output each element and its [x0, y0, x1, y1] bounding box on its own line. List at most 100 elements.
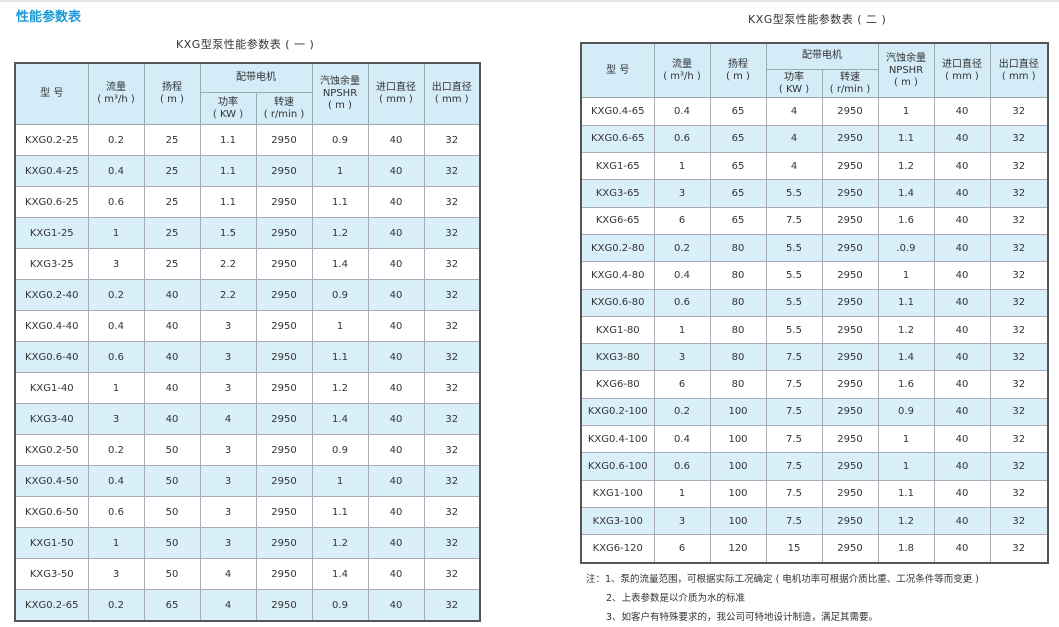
- table-cell: 0.2: [87, 279, 145, 312]
- table-cell: 2950: [255, 465, 313, 498]
- table-cell: 3: [653, 179, 711, 208]
- table-cell: KXG1-65: [580, 152, 655, 181]
- table-cell: KXG6-120: [580, 534, 655, 564]
- table-cell: 100: [709, 425, 767, 454]
- table-cell: 1.6: [877, 206, 935, 235]
- table-cell: 7.5: [765, 452, 823, 481]
- table-cell: 40: [367, 589, 425, 622]
- table-cell: 40: [933, 206, 991, 235]
- table-row: KXG3-50 3 50 4 2950 1.4 40 32: [14, 558, 481, 591]
- table-cell: 40: [933, 152, 991, 181]
- table-cell: KXG1-100: [580, 479, 655, 508]
- table-cell: KXG3-40: [14, 403, 89, 436]
- table-cell: 40: [367, 217, 425, 250]
- table-cell: 5.5: [765, 288, 823, 317]
- table-cell: KXG0.2-25: [14, 124, 89, 157]
- table-cell: 32: [423, 558, 481, 591]
- table-cell: 1: [311, 310, 369, 343]
- table-cell: 4: [199, 558, 257, 591]
- table-cell: 1.1: [311, 496, 369, 529]
- top-divider: [0, 0, 1059, 2]
- table-cell: KXG0.4-50: [14, 465, 89, 498]
- performance-table-1: 型 号 流量( m³/h ) 扬程( m ) 配带电机 汽蚀余量 NPSHR( m…: [14, 62, 481, 623]
- table-cell: 65: [709, 124, 767, 154]
- table-cell: 80: [709, 288, 767, 317]
- table-cell: 0.4: [653, 425, 711, 454]
- table-cell: 32: [989, 179, 1049, 208]
- table-cell: 120: [709, 534, 767, 564]
- table-cell: 2950: [255, 496, 313, 529]
- note-3: 3、如客户有特殊要求的，我公司可特地设计制造，满足其需要。: [606, 612, 879, 623]
- performance-table-2: 型 号 流量( m³/h ) 扬程( m ) 配带电机 汽蚀余量 NPSHR( m…: [580, 42, 1049, 564]
- table-cell: 2950: [821, 534, 879, 564]
- table-cell: 1: [87, 527, 145, 560]
- table-cell: 32: [989, 343, 1049, 372]
- table-cell: KXG0.2-50: [14, 434, 89, 467]
- table-cell: 40: [143, 310, 201, 343]
- header-model: 型 号: [14, 62, 89, 126]
- table-cell: 2950: [821, 315, 879, 345]
- table-cell: KXG0.6-50: [14, 496, 89, 529]
- table-cell: 65: [143, 589, 201, 622]
- table-cell: 32: [423, 279, 481, 312]
- table-cell: KXG0.6-80: [580, 288, 655, 317]
- header-power: 功率( KW ): [765, 68, 823, 99]
- table-cell: 40: [933, 97, 991, 126]
- table-cell: KXG0.2-40: [14, 279, 89, 312]
- table-cell: KXG0.4-100: [580, 425, 655, 454]
- table-row: KXG3-25 3 25 2.2 2950 1.4 40 32: [14, 248, 481, 281]
- table-cell: 0.4: [87, 465, 145, 498]
- table-cell: 3: [199, 496, 257, 529]
- table-cell: 50: [143, 496, 201, 529]
- table-cell: 1.2: [311, 217, 369, 250]
- table-cell: 1.5: [199, 217, 257, 250]
- table-cell: 40: [143, 403, 201, 436]
- table-row: KXG0.2-65 0.2 65 4 2950 0.9 40 32: [14, 589, 481, 622]
- table-cell: 32: [423, 186, 481, 219]
- table-cell: 1: [877, 452, 935, 481]
- header-outlet: 出口直径( mm ): [989, 42, 1049, 99]
- table-cell: 40: [367, 341, 425, 374]
- table-cell: 40: [933, 288, 991, 317]
- table-cell: 2950: [821, 152, 879, 181]
- table-cell: 7.5: [765, 479, 823, 508]
- table-cell: 2950: [255, 434, 313, 467]
- table-cell: 2950: [821, 261, 879, 290]
- table-cell: 6: [653, 534, 711, 564]
- table-cell: 2950: [821, 233, 879, 263]
- table-cell: 40: [367, 465, 425, 498]
- table-cell: 3: [199, 341, 257, 374]
- table-cell: 40: [367, 124, 425, 157]
- table-row: KXG0.4-100 0.4 100 7.5 2950 1 40 32: [580, 425, 1049, 454]
- table-cell: 1: [877, 97, 935, 126]
- table-cell: 1.4: [877, 343, 935, 372]
- table-cell: 2950: [255, 155, 313, 188]
- table-cell: 3: [87, 248, 145, 281]
- table-cell: 2950: [821, 179, 879, 208]
- table-cell: 3: [653, 506, 711, 536]
- table-row: KXG0.6-25 0.6 25 1.1 2950 1.1 40 32: [14, 186, 481, 219]
- table-row: KXG0.6-80 0.6 80 5.5 2950 1.1 40 32: [580, 288, 1049, 317]
- table-cell: 5.5: [765, 261, 823, 290]
- table-cell: KXG0.2-100: [580, 397, 655, 427]
- table-cell: 1.4: [311, 558, 369, 591]
- table-cell: KXG1-50: [14, 527, 89, 560]
- table-cell: 7.5: [765, 425, 823, 454]
- table-cell: 0.2: [653, 397, 711, 427]
- table-cell: 40: [367, 496, 425, 529]
- header-speed: 转速( r/min ): [821, 68, 879, 99]
- table-cell: 4: [765, 97, 823, 126]
- table-cell: 1.1: [311, 186, 369, 219]
- table-cell: 0.6: [653, 452, 711, 481]
- table-cell: 32: [423, 341, 481, 374]
- table-cell: 1.4: [877, 179, 935, 208]
- table-cell: 1.2: [877, 152, 935, 181]
- table-cell: 6: [653, 206, 711, 235]
- table-cell: 65: [709, 152, 767, 181]
- table-cell: 40: [933, 124, 991, 154]
- table-cell: 80: [709, 343, 767, 372]
- table-cell: 50: [143, 465, 201, 498]
- table-cell: 50: [143, 434, 201, 467]
- table-row: KXG0.6-40 0.6 40 3 2950 1.1 40 32: [14, 341, 481, 374]
- table-cell: 1.2: [311, 372, 369, 405]
